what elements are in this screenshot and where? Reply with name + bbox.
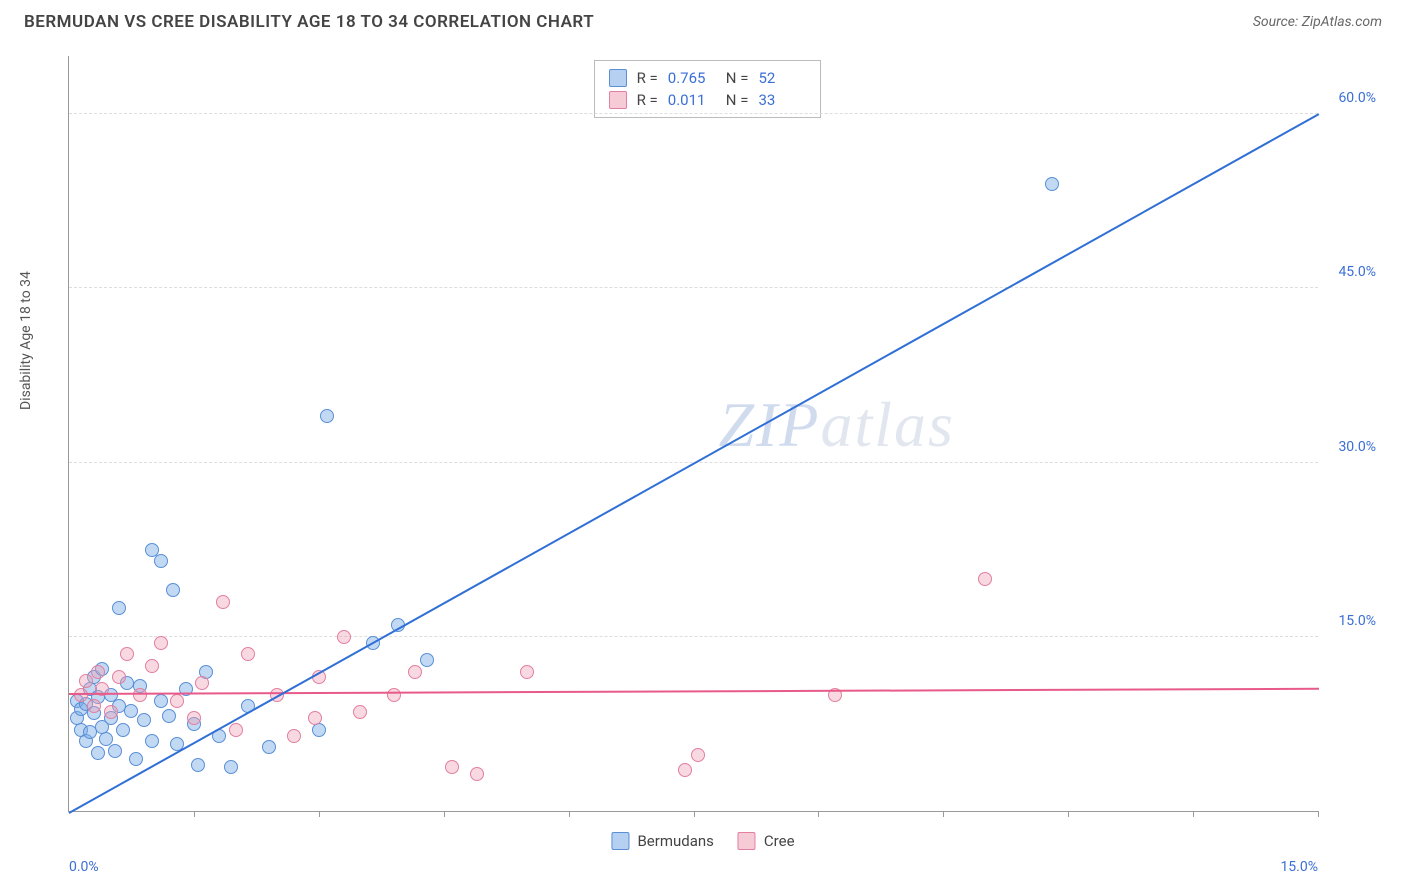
chart-header: BERMUDAN VS CREE DISABILITY AGE 18 TO 34… xyxy=(0,0,1406,40)
x-tick xyxy=(194,811,195,817)
data-point xyxy=(287,729,301,743)
n-label: N = xyxy=(726,69,749,87)
scatter-plot: ZIPatlas R = 0.765 N = 52 R = 0.011 N = … xyxy=(68,56,1318,812)
data-point xyxy=(195,676,209,690)
stats-row-bermudans: R = 0.765 N = 52 xyxy=(609,67,807,89)
data-point xyxy=(162,709,176,723)
x-axis-max-label: 15.0% xyxy=(1280,859,1318,875)
data-point xyxy=(170,694,184,708)
swatch-pink-icon xyxy=(738,832,756,850)
n-value: 33 xyxy=(758,91,806,109)
data-point xyxy=(1045,177,1059,191)
data-point xyxy=(337,630,351,644)
chart-container: Disability Age 18 to 34 ZIPatlas R = 0.7… xyxy=(20,48,1386,872)
chart-title: BERMUDAN VS CREE DISABILITY AGE 18 TO 34… xyxy=(24,12,594,32)
r-value: 0.765 xyxy=(668,69,716,87)
x-axis-min-label: 0.0% xyxy=(69,859,99,875)
data-point xyxy=(353,705,367,719)
data-point xyxy=(216,595,230,609)
watermark-part2: atlas xyxy=(820,389,954,460)
data-point xyxy=(387,688,401,702)
data-point xyxy=(691,748,705,762)
r-label: R = xyxy=(637,69,658,87)
data-point xyxy=(470,767,484,781)
y-tick-label: 60.0% xyxy=(1338,90,1376,106)
source-name: ZipAtlas.com xyxy=(1302,14,1382,30)
data-point xyxy=(520,665,534,679)
correlation-stats-box: R = 0.765 N = 52 R = 0.011 N = 33 xyxy=(594,60,822,118)
data-point xyxy=(91,746,105,760)
regression-line xyxy=(69,688,1319,695)
legend-label: Cree xyxy=(764,832,795,850)
source-prefix: Source: xyxy=(1253,14,1302,30)
data-point xyxy=(87,699,101,713)
stats-row-cree: R = 0.011 N = 33 xyxy=(609,89,807,111)
x-tick xyxy=(1318,811,1319,817)
data-point xyxy=(91,665,105,679)
swatch-pink-icon xyxy=(609,91,627,109)
gridline xyxy=(69,113,1318,114)
n-label: N = xyxy=(726,91,749,109)
gridline xyxy=(69,636,1318,637)
data-point xyxy=(112,670,126,684)
x-tick xyxy=(569,811,570,817)
data-point xyxy=(154,554,168,568)
data-point xyxy=(978,572,992,586)
x-tick xyxy=(943,811,944,817)
r-label: R = xyxy=(637,91,658,109)
data-point xyxy=(408,665,422,679)
y-tick-label: 30.0% xyxy=(1338,439,1376,455)
data-point xyxy=(224,760,238,774)
data-point xyxy=(187,711,201,725)
watermark-text: ZIPatlas xyxy=(718,388,954,462)
source-attribution: Source: ZipAtlas.com xyxy=(1253,14,1382,30)
data-point xyxy=(154,636,168,650)
x-tick xyxy=(1193,811,1194,817)
y-axis-title: Disability Age 18 to 34 xyxy=(18,271,34,410)
data-point xyxy=(154,694,168,708)
data-point xyxy=(445,760,459,774)
x-tick xyxy=(319,811,320,817)
data-point xyxy=(112,601,126,615)
x-tick xyxy=(1068,811,1069,817)
n-value: 52 xyxy=(758,69,806,87)
swatch-blue-icon xyxy=(609,69,627,87)
data-point xyxy=(678,763,692,777)
data-point xyxy=(124,704,138,718)
legend-item-bermudans: Bermudans xyxy=(611,832,713,850)
data-point xyxy=(116,723,130,737)
data-point xyxy=(137,713,151,727)
y-tick-label: 45.0% xyxy=(1338,264,1376,280)
data-point xyxy=(320,409,334,423)
x-tick xyxy=(694,811,695,817)
data-point xyxy=(133,688,147,702)
r-value: 0.011 xyxy=(668,91,716,109)
x-tick xyxy=(818,811,819,817)
data-point xyxy=(145,734,159,748)
data-point xyxy=(241,647,255,661)
regression-line xyxy=(69,113,1320,814)
gridline xyxy=(69,287,1318,288)
y-tick-label: 15.0% xyxy=(1338,613,1376,629)
swatch-blue-icon xyxy=(611,832,629,850)
legend-label: Bermudans xyxy=(637,832,713,850)
data-point xyxy=(120,647,134,661)
data-point xyxy=(262,740,276,754)
data-point xyxy=(129,752,143,766)
data-point xyxy=(108,744,122,758)
data-point xyxy=(145,659,159,673)
data-point xyxy=(79,674,93,688)
chart-legend: Bermudans Cree xyxy=(611,832,794,850)
data-point xyxy=(191,758,205,772)
data-point xyxy=(166,583,180,597)
data-point xyxy=(308,711,322,725)
legend-item-cree: Cree xyxy=(738,832,795,850)
data-point xyxy=(104,705,118,719)
data-point xyxy=(420,653,434,667)
x-tick xyxy=(444,811,445,817)
data-point xyxy=(229,723,243,737)
